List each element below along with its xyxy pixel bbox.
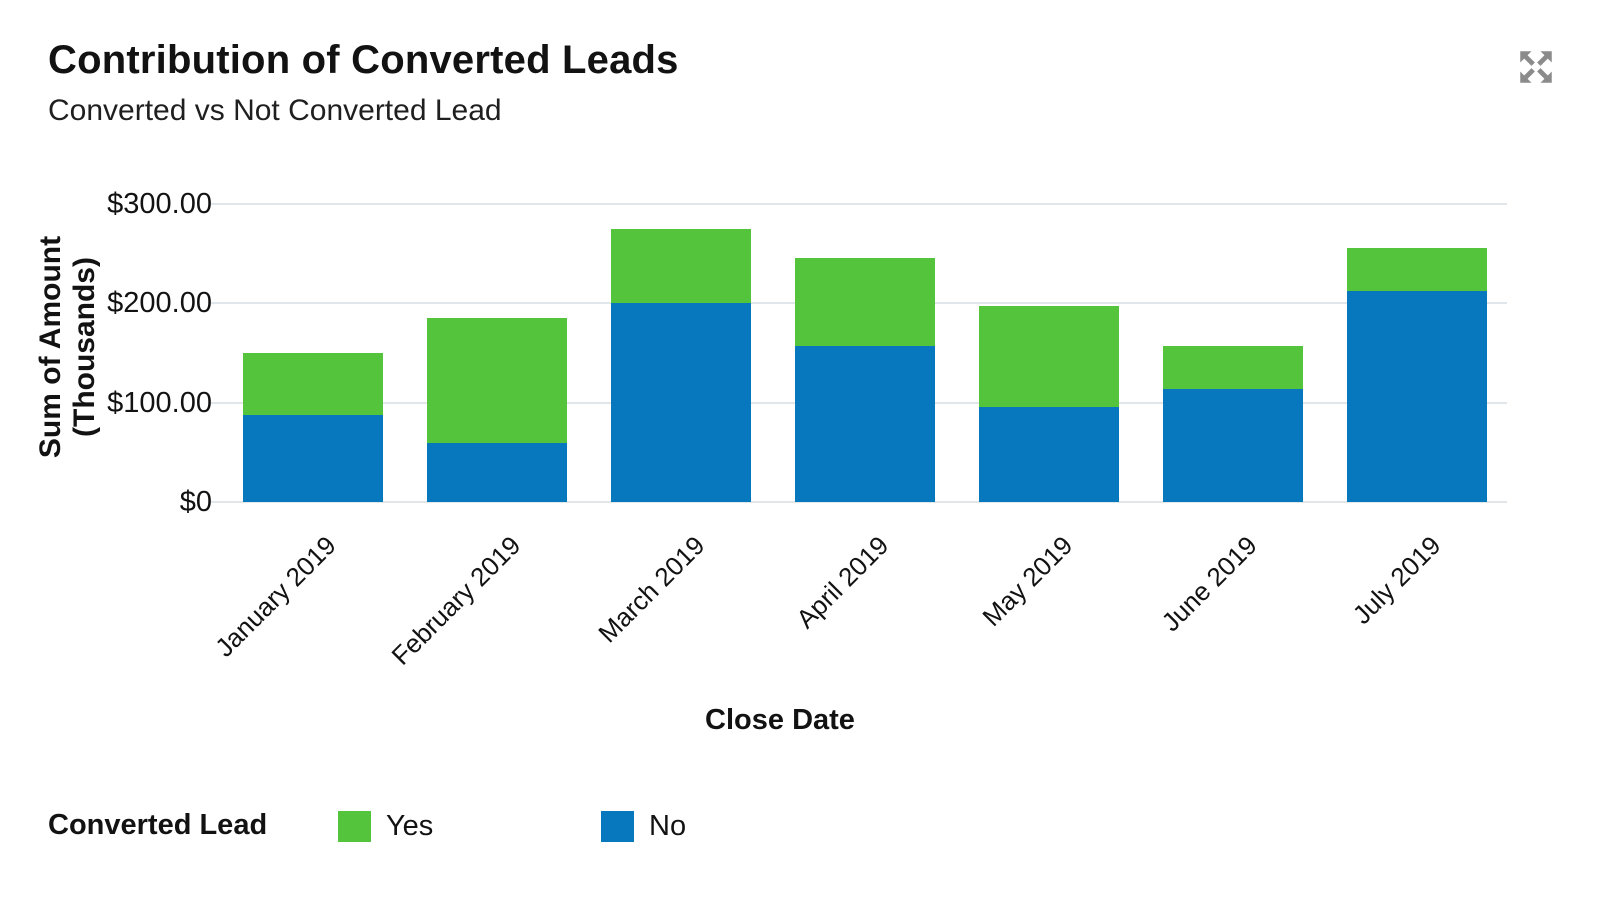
x-tick-label: March 2019 (591, 530, 711, 649)
bar-segment-no-5[interactable] (979, 406, 1119, 502)
bar-segment-yes-5[interactable] (979, 306, 1119, 407)
legend-swatch-no (601, 810, 634, 842)
x-tick-label: July 2019 (1346, 530, 1447, 630)
x-tick-label: January 2019 (209, 530, 343, 663)
bar-segment-yes-7[interactable] (1347, 247, 1487, 292)
page-subtitle: Converted vs Not Converted Lead (48, 94, 502, 127)
x-axis-title: Close Date (705, 704, 855, 736)
bar-segment-no-2[interactable] (427, 443, 567, 502)
bar-segment-yes-4[interactable] (795, 257, 935, 347)
y-tick-label: $100.00 (107, 386, 212, 419)
y-axis-tick-labels: $0 $100.00 $200.00 $300.00 (0, 188, 212, 518)
y-tick-label: $300.00 (107, 188, 212, 220)
legend-label-no: No (649, 809, 687, 842)
bar-segment-yes-2[interactable] (427, 318, 567, 444)
bar-segment-no-3[interactable] (611, 303, 751, 502)
bar-segment-yes-1[interactable] (243, 353, 383, 415)
gridline (211, 501, 1507, 503)
expand-arrows-icon (1518, 49, 1554, 85)
x-tick-label: February 2019 (385, 530, 527, 671)
x-tick-label: May 2019 (976, 530, 1079, 632)
y-tick-label: $200.00 (107, 287, 212, 320)
legend-title: Converted Lead (48, 809, 268, 841)
bar-segment-no-7[interactable] (1347, 291, 1487, 502)
page-title: Contribution of Converted Leads (48, 38, 679, 82)
plot-area (211, 203, 1509, 503)
expand-button[interactable] (1517, 48, 1555, 86)
x-axis-tick-labels: January 2019 February 2019 March 2019 April… (210, 514, 1509, 694)
bar-segment-no-4[interactable] (795, 346, 935, 502)
gridline (211, 203, 1507, 205)
legend: Converted Lead Yes No (48, 804, 1548, 848)
x-tick-label: June 2019 (1155, 530, 1263, 638)
y-tick-label: $0 (179, 486, 212, 518)
bar-segment-yes-6[interactable] (1163, 346, 1303, 389)
legend-item-yes[interactable]: Yes (338, 804, 433, 848)
x-tick-label: April 2019 (790, 530, 895, 634)
bar-segment-no-1[interactable] (243, 414, 383, 502)
bar-segment-no-6[interactable] (1163, 388, 1303, 502)
legend-label-yes: Yes (386, 809, 434, 842)
bar-segment-yes-3[interactable] (611, 228, 751, 304)
legend-swatch-yes (338, 810, 371, 842)
legend-item-no[interactable]: No (601, 804, 686, 848)
